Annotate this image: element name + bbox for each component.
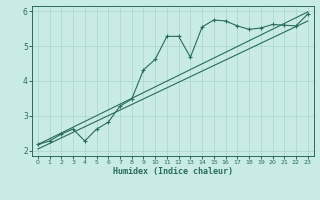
X-axis label: Humidex (Indice chaleur): Humidex (Indice chaleur): [113, 167, 233, 176]
